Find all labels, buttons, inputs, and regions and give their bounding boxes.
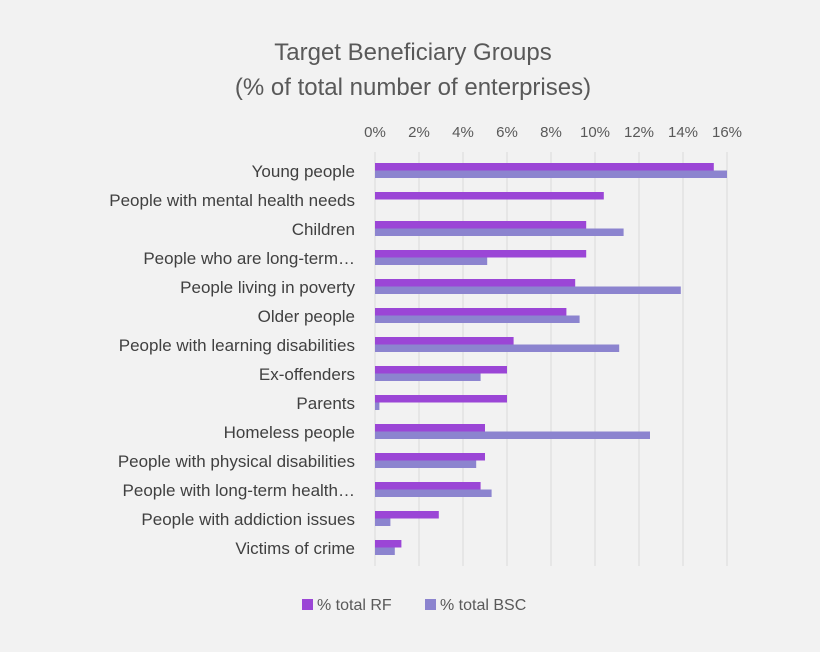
bar-bsc bbox=[375, 257, 488, 265]
bar-rf bbox=[375, 221, 587, 229]
x-tick-label: 6% bbox=[496, 124, 518, 141]
category-label: Children bbox=[292, 220, 355, 239]
category-label: Ex-offenders bbox=[259, 365, 355, 384]
bar-bsc bbox=[375, 547, 395, 555]
bars bbox=[375, 163, 727, 555]
x-tick-label: 12% bbox=[624, 124, 654, 141]
bar-rf bbox=[375, 279, 576, 287]
bar-rf bbox=[375, 395, 507, 403]
bar-rf bbox=[375, 250, 587, 258]
bar-bsc bbox=[375, 170, 727, 178]
category-label: People with learning disabilities bbox=[119, 336, 355, 355]
bar-bsc bbox=[375, 373, 481, 381]
legend-swatch bbox=[425, 599, 436, 610]
x-tick-label: 0% bbox=[364, 124, 386, 141]
bar-rf bbox=[375, 424, 485, 432]
category-label: People with addiction issues bbox=[141, 510, 355, 529]
x-tick-label: 8% bbox=[540, 124, 562, 141]
category-label: Homeless people bbox=[224, 423, 355, 442]
bar-rf bbox=[375, 453, 485, 461]
bar-rf bbox=[375, 308, 567, 316]
bar-bsc bbox=[375, 518, 391, 526]
category-label: Parents bbox=[296, 394, 355, 413]
bar-rf bbox=[375, 366, 507, 374]
bar-bsc bbox=[375, 460, 477, 468]
bar-rf bbox=[375, 163, 714, 171]
category-label: People with long-term health… bbox=[123, 481, 355, 500]
bar-rf bbox=[375, 337, 514, 345]
bar-bsc bbox=[375, 431, 650, 439]
bar-rf bbox=[375, 540, 402, 548]
bar-bsc bbox=[375, 489, 492, 497]
category-label: Young people bbox=[252, 162, 355, 181]
legend-label: % total BSC bbox=[440, 597, 526, 614]
x-tick-label: 4% bbox=[452, 124, 474, 141]
legend-swatch bbox=[302, 599, 313, 610]
category-label: People with mental health needs bbox=[109, 191, 355, 210]
bar-bsc bbox=[375, 402, 380, 410]
bar-rf bbox=[375, 511, 439, 519]
y-axis-categories: Young people People with mental health ne… bbox=[109, 162, 355, 558]
category-label: People who are long-term… bbox=[143, 249, 355, 268]
bar-rf bbox=[375, 192, 604, 200]
x-tick-label: 16% bbox=[712, 124, 742, 141]
x-tick-label: 10% bbox=[580, 124, 610, 141]
bar-bsc bbox=[375, 228, 624, 236]
category-label: Victims of crime bbox=[235, 539, 355, 558]
bar-bsc bbox=[375, 286, 681, 294]
category-label: People with physical disabilities bbox=[118, 452, 355, 471]
x-axis-ticks: 0% 2% 4% 6% 8% 10% 12% 14% 16% bbox=[364, 124, 742, 141]
category-label: Older people bbox=[258, 307, 355, 326]
x-tick-label: 2% bbox=[408, 124, 430, 141]
chart-title: Target Beneficiary Groups bbox=[274, 39, 551, 66]
bar-bsc bbox=[375, 344, 620, 352]
chart-subtitle: (% of total number of enterprises) bbox=[235, 74, 591, 101]
legend: % total RF % total BSC bbox=[302, 597, 526, 614]
bar-bsc bbox=[375, 315, 580, 323]
x-tick-label: 14% bbox=[668, 124, 698, 141]
legend-label: % total RF bbox=[317, 597, 392, 614]
bar-rf bbox=[375, 482, 481, 490]
category-label: People living in poverty bbox=[180, 278, 355, 297]
